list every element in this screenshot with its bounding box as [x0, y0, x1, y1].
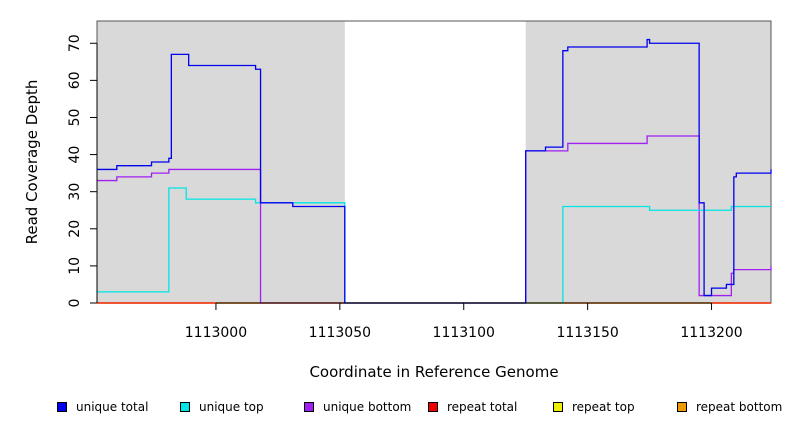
shaded-regions	[97, 21, 771, 303]
legend-label: unique total	[76, 400, 149, 414]
y-tick-label-2: 20	[67, 220, 83, 238]
x-tick-label-0: 1113000	[185, 325, 247, 341]
legend-item-repeat-total: repeat total	[428, 400, 517, 414]
x-tick-label-4: 1113200	[680, 325, 742, 341]
legend-swatch	[180, 402, 190, 412]
y-tick-label-3: 30	[67, 183, 83, 201]
legend-label: repeat bottom	[696, 400, 783, 414]
y-tick-label-4: 40	[67, 146, 83, 164]
y-axis-label: Read Coverage Depth	[23, 80, 41, 245]
legend-swatch	[304, 402, 314, 412]
y-tick-label-7: 70	[67, 34, 83, 52]
legend: unique total unique top unique bottom repea…	[0, 400, 792, 418]
series-unique-bottom	[97, 135, 772, 304]
legend-swatch	[428, 402, 438, 412]
x-axis: 1113000 1113050 1113100 1113150 1113200	[185, 302, 743, 341]
y-tick-label-5: 50	[67, 109, 83, 127]
legend-item-unique-bottom: unique bottom	[304, 400, 411, 414]
x-tick-label-3: 1113150	[556, 325, 618, 341]
legend-label: unique top	[199, 400, 264, 414]
y-tick-label-6: 60	[67, 71, 83, 89]
x-tick-label-2: 1113100	[433, 325, 495, 341]
series-unique-total	[97, 38, 772, 304]
x-axis-label: Coordinate in Reference Genome	[309, 363, 558, 381]
y-tick-label-1: 10	[67, 257, 83, 275]
legend-item-unique-top: unique top	[180, 400, 264, 414]
legend-label: unique bottom	[323, 400, 412, 414]
legend-swatch	[553, 402, 563, 412]
shaded-region-1	[525, 21, 771, 303]
legend-swatch	[57, 402, 67, 412]
legend-item-repeat-top: repeat top	[553, 400, 635, 414]
x-tick-label-1: 1113050	[309, 325, 371, 341]
legend-item-unique-total: unique total	[57, 400, 148, 414]
legend-item-repeat-bottom: repeat bottom	[677, 400, 782, 414]
legend-swatch	[677, 402, 687, 412]
y-tick-label-0: 0	[67, 299, 83, 308]
legend-label: repeat top	[572, 400, 635, 414]
legend-label: repeat total	[447, 400, 518, 414]
shaded-region-0	[97, 21, 345, 303]
y-axis: 0 10 20 30 40 50 60 70	[67, 34, 98, 308]
